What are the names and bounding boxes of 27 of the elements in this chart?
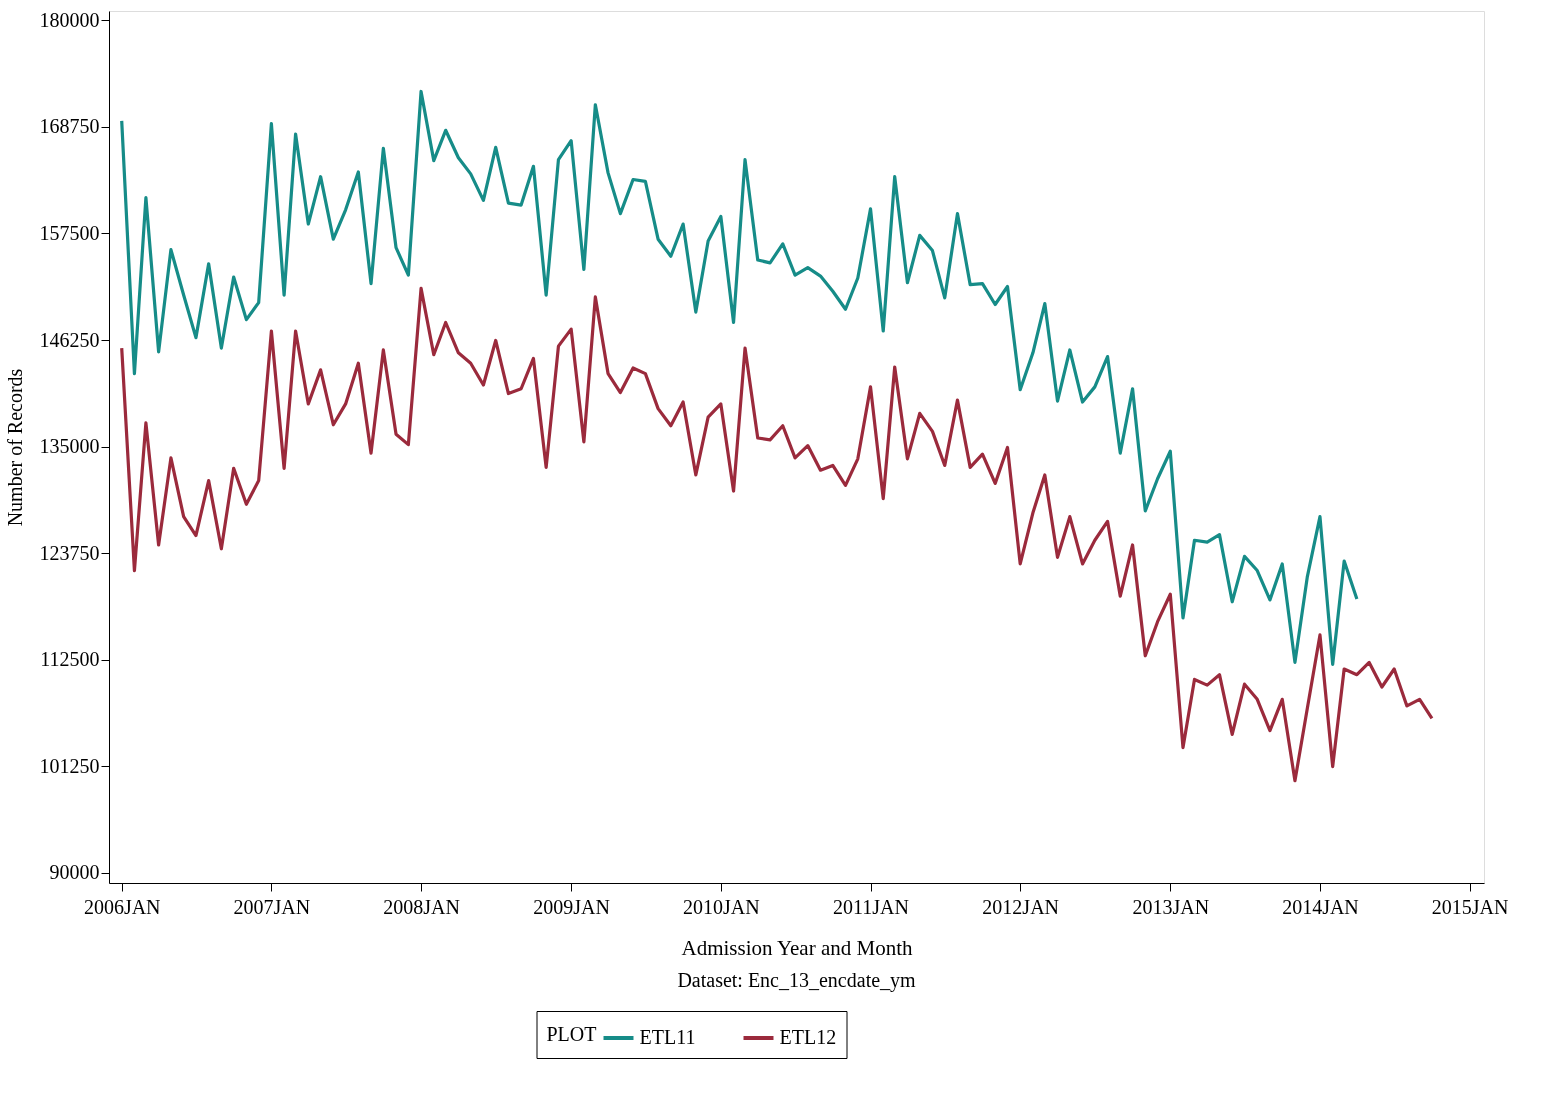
x-tick-label: 2015JAN [1431, 895, 1509, 918]
y-tick-label: 90000 [49, 861, 100, 884]
y-tick-label: 180000 [39, 8, 100, 31]
x-tick-label: 2014JAN [1282, 895, 1359, 918]
y-tick-label: 168750 [39, 115, 100, 138]
y-tick-label: 101250 [39, 754, 100, 777]
y-tick-label: 135000 [39, 435, 100, 458]
y-tick-label: 112500 [40, 648, 100, 671]
x-tick-label: 2011JAN [833, 895, 909, 918]
x-tick-label: 2012JAN [982, 895, 1060, 918]
x-tick-label: 2009JAN [533, 895, 610, 918]
x-tick-label: 2010JAN [683, 895, 760, 918]
y-tick-label: 146250 [39, 328, 100, 351]
y-tick-label: 157500 [39, 222, 100, 244]
x-tick-label: 2007JAN [233, 895, 311, 918]
line-series [120, 89, 1359, 666]
legend-title: PLOT [546, 1023, 597, 1045]
legend-label: ETL12 [779, 1026, 837, 1048]
x-tick-label: 2006JAN [83, 895, 161, 918]
y-tick-label: 123750 [39, 541, 100, 564]
legend-label: ETL11 [639, 1026, 696, 1048]
line-series [120, 286, 1434, 783]
y-axis-title: Number of Records [3, 368, 26, 527]
text: Dataset: Enc_13_encdate_ym [677, 969, 917, 992]
x-tick-label: 2013JAN [1132, 895, 1210, 918]
x-axis-title: Admission Year and Month [681, 935, 913, 960]
x-tick-label: 2008JAN [383, 895, 460, 918]
